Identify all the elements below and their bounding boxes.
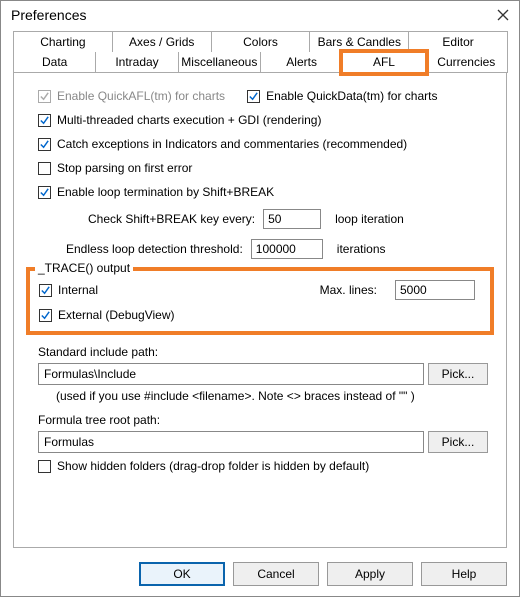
trace-legend: _TRACE() output (35, 261, 133, 275)
dialog-buttons: OK Cancel Apply Help (1, 556, 519, 596)
catch-checkbox[interactable] (38, 138, 51, 151)
close-icon[interactable] (497, 9, 509, 21)
check-every-suffix: loop iteration (335, 212, 404, 226)
tab-editor[interactable]: Editor (408, 31, 508, 52)
std-path-input[interactable]: Formulas\Include (38, 363, 424, 385)
apply-button[interactable]: Apply (327, 562, 413, 586)
stopparse-label: Stop parsing on first error (57, 161, 192, 175)
tab-intraday[interactable]: Intraday (95, 52, 178, 73)
multithread-label: Multi-threaded charts execution + GDI (r… (57, 113, 321, 127)
stopparse-checkbox[interactable] (38, 162, 51, 175)
quickafl-label: Enable QuickAFL(tm) for charts (57, 89, 225, 103)
titlebar: Preferences (1, 1, 519, 27)
loopterm-checkbox[interactable] (38, 186, 51, 199)
check-every-label: Check Shift+BREAK key every: (88, 212, 255, 226)
trace-internal-label: Internal (58, 283, 98, 297)
tab-colors[interactable]: Colors (211, 31, 311, 52)
quickafl-checkbox (38, 90, 51, 103)
tab-charting[interactable]: Charting (13, 31, 113, 52)
tree-path-label: Formula tree root path: (38, 413, 488, 427)
quickdata-label: Enable QuickData(tm) for charts (266, 89, 437, 103)
tab-data[interactable]: Data (13, 52, 96, 73)
trace-maxlines-input[interactable]: 5000 (395, 280, 475, 300)
trace-external-checkbox[interactable] (39, 309, 52, 322)
tab-alerts[interactable]: Alerts (260, 52, 343, 73)
ok-button[interactable]: OK (139, 562, 225, 586)
tab-bars-candles[interactable]: Bars & Candles (309, 31, 409, 52)
loopterm-label: Enable loop termination by Shift+BREAK (57, 185, 274, 199)
hidden-folders-checkbox[interactable] (38, 460, 51, 473)
tab-axes-grids[interactable]: Axes / Grids (112, 31, 212, 52)
cancel-button[interactable]: Cancel (233, 562, 319, 586)
help-button[interactable]: Help (421, 562, 507, 586)
trace-external-label: External (DebugView) (58, 308, 175, 322)
endless-input[interactable]: 100000 (251, 239, 323, 259)
tab-currencies[interactable]: Currencies (425, 52, 508, 73)
tab-afl[interactable]: AFL (342, 52, 425, 73)
preferences-window: Preferences Charting Axes / Grids Colors… (0, 0, 520, 597)
trace-maxlines-label: Max. lines: (320, 283, 377, 297)
std-path-hint: (used if you use #include <filename>. No… (56, 389, 488, 403)
tabs: Charting Axes / Grids Colors Bars & Cand… (1, 27, 519, 73)
tree-path-pick-button[interactable]: Pick... (428, 431, 488, 453)
afl-pane: Enable QuickAFL(tm) for charts Enable Qu… (13, 73, 507, 548)
std-path-label: Standard include path: (38, 345, 488, 359)
quickdata-checkbox[interactable] (247, 90, 260, 103)
catch-label: Catch exceptions in Indicators and comme… (57, 137, 407, 151)
trace-group: _TRACE() output Internal Max. lines: 500… (28, 269, 492, 333)
check-every-input[interactable]: 50 (263, 209, 321, 229)
endless-label: Endless loop detection threshold: (66, 242, 243, 256)
endless-suffix: iterations (337, 242, 386, 256)
hidden-folders-label: Show hidden folders (drag-drop folder is… (57, 459, 369, 473)
tab-miscellaneous[interactable]: Miscellaneous (178, 52, 261, 73)
std-path-pick-button[interactable]: Pick... (428, 363, 488, 385)
tree-path-input[interactable]: Formulas (38, 431, 424, 453)
trace-internal-checkbox[interactable] (39, 284, 52, 297)
window-title: Preferences (11, 7, 86, 23)
multithread-checkbox[interactable] (38, 114, 51, 127)
